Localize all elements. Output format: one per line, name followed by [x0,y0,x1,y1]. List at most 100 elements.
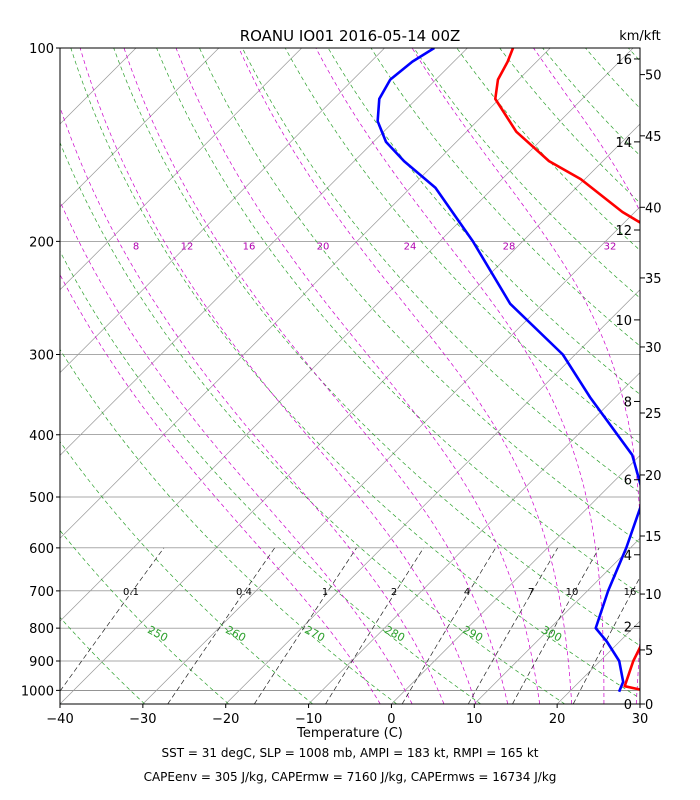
km-tick-label: 12 [615,224,632,239]
km-tick-label: 2 [624,620,632,635]
x-tick-label: −30 [129,712,156,727]
mixing-ratio-label: 0.1 [123,587,139,598]
kft-tick-label: 15 [645,530,662,545]
moist-adiabat-label: 12 [181,241,194,252]
mixing-ratio-label: 7 [528,587,534,598]
dry-adiabat-label: 250 [145,623,170,644]
dry-adiabat-line [60,702,61,704]
dry-adiabat-line [671,48,700,704]
moist-adiabat-line [60,106,445,704]
chart-title: ROANU IO01 2016-05-14 00Z [240,27,461,45]
km-tick-label: 14 [615,136,632,151]
kft-tick-label: 50 [645,69,662,84]
dry-adiabat-line [60,441,313,704]
moist-adiabat-line [60,200,413,704]
moist-adiabat-line [315,48,605,704]
x-tick-label: −20 [212,712,239,727]
mixing-ratio-line [60,547,165,692]
footer-line-1: SST = 31 degC, SLP = 1008 mb, AMPI = 183… [161,746,538,760]
moist-adiabat-line [60,273,381,704]
mixing-ratio-label: 10 [566,587,579,598]
mixing-ratio-label: 16 [624,587,637,598]
dry-adiabat-line [60,616,145,704]
moist-adiabat-label: 24 [404,241,417,252]
mixing-ratio-label: 2 [391,587,397,598]
moist-adiabat-label: 32 [604,241,617,252]
dry-adiabat-line [284,48,640,444]
isotherm-line [60,48,468,456]
km-tick-label: 4 [624,549,632,564]
footer-line-2: CAPEenv = 305 J/kg, CAPErmw = 7160 J/kg,… [144,770,557,784]
mixing-ratio-line [325,547,424,704]
kft-tick-label: 20 [645,469,662,484]
isotherm-line [0,48,53,704]
dry-adiabat-label: 290 [460,623,485,644]
kft-tick-label: 10 [645,588,662,603]
dry-adiabat-line [456,48,640,251]
mixing-ratio-label: 4 [464,587,470,598]
dry-adiabat-label: 280 [382,623,407,644]
background-grid [60,48,640,691]
isotherm-line [60,48,385,374]
moist-adiabat-line [238,48,573,704]
isotherm-line [60,48,302,291]
moist-adiabat-label: 16 [243,241,256,252]
dry-adiabat-line [70,48,640,699]
pressure-tick-label: 300 [29,348,54,363]
dry-adiabat-line [60,348,397,704]
km-tick-label: 10 [615,314,632,329]
plot-frame [59,47,641,705]
isotherm-line [308,372,640,704]
dry-adiabat-line [628,48,640,62]
moist-adiabat-label: 28 [503,241,516,252]
moist-adiabat-line [123,48,509,704]
sounding-profiles [376,48,640,693]
moist-adiabat-label: 8 [133,241,139,252]
kft-tick-label: 30 [645,341,662,356]
dry-adiabat-line [499,48,640,204]
moist-adiabat-line [79,48,477,704]
dry-adiabat-line [60,250,481,704]
x-axis-label: Temperature (C) [296,726,403,741]
dry-adiabat-line [156,48,640,595]
kft-tick-label: 5 [645,644,653,659]
mixing-ratio-line [572,576,640,704]
dry-adiabat-line [242,48,640,494]
isotherm-line [60,48,551,539]
kft-tick-label: 40 [645,201,662,216]
pressure-tick-label: 500 [29,491,54,506]
dry-adiabat-line [370,48,640,347]
dry-adiabat-line [327,48,640,395]
dry-adiabats [60,48,700,704]
dewpoint-profile-line [376,48,640,693]
kft-tick-label: 35 [645,272,662,287]
moist-adiabat-line [175,48,541,704]
moist-adiabats [60,48,640,704]
pressure-tick-label: 200 [29,235,54,250]
pressure-tick-label: 700 [29,585,54,600]
x-tick-label: 20 [549,712,566,727]
pressure-tick-label: 100 [29,42,54,57]
pressure-tick-label: 1000 [21,684,54,699]
kft-tick-label: 45 [645,130,662,145]
x-tick-label: 0 [387,712,395,727]
km-tick-label: 6 [624,474,632,489]
temperature-profile-line [493,48,640,691]
dry-adiabat-line [113,48,640,647]
isotherm-line [391,454,640,704]
dry-adiabat-line [413,48,640,299]
moist-adiabat-line [411,48,640,704]
isotherm-line [142,206,640,704]
mixing-ratio-label: 0.4 [236,587,252,598]
isotherms [0,48,640,704]
dry-adiabat-label: 270 [302,623,327,644]
pressure-tick-label: 400 [29,429,54,444]
x-tick-label: −10 [295,712,322,727]
isotherm-line [60,123,640,704]
pressure-tick-label: 800 [29,622,54,637]
isotherm-line [60,48,634,622]
dry-adiabat-label: 300 [539,623,564,644]
x-tick-label: −40 [46,712,73,727]
height-axis-unit-label: km/kft [619,29,661,44]
pressure-tick-label: 900 [29,655,54,670]
